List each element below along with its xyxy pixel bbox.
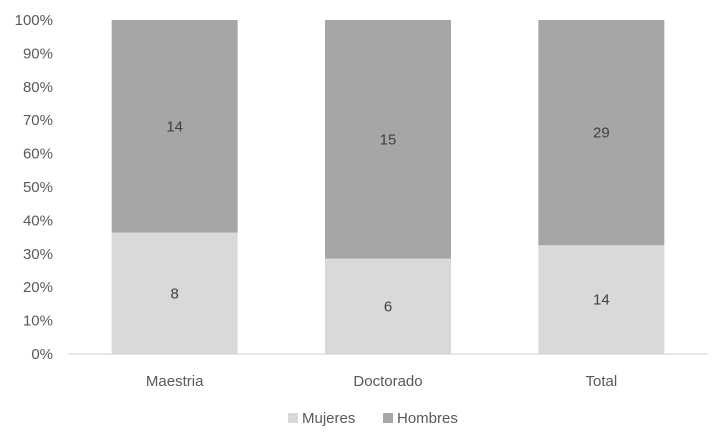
bar-group	[111, 20, 665, 354]
y-tick-label: 60%	[23, 146, 53, 163]
y-tick-label: 30%	[23, 246, 53, 263]
y-tick-label: 80%	[23, 79, 53, 96]
x-tick-label: Doctorado	[353, 373, 422, 390]
x-tick-label: Maestria	[146, 373, 204, 390]
y-tick-label: 0%	[31, 346, 53, 363]
legend-swatch-hombres	[383, 413, 393, 423]
data-labels: 8 14 6 15 14 29	[166, 118, 609, 315]
data-label: 8	[170, 285, 178, 302]
y-tick-label: 20%	[23, 279, 53, 296]
y-tick-label: 100%	[15, 12, 53, 29]
bar-mujeres-maestria	[111, 232, 238, 354]
data-label: 14	[166, 118, 183, 135]
bar-mujeres-total	[538, 245, 665, 354]
legend-label-mujeres: Mujeres	[302, 410, 355, 427]
data-label: 15	[380, 131, 397, 148]
bar-hombres-maestria	[111, 20, 238, 233]
legend-label-hombres: Hombres	[397, 410, 458, 427]
legend-swatch-mujeres	[288, 413, 298, 423]
y-tick-label: 90%	[23, 45, 53, 62]
y-tick-label: 50%	[23, 179, 53, 196]
data-label: 29	[593, 125, 610, 142]
y-tick-label: 10%	[23, 313, 53, 330]
y-tick-label: 40%	[23, 212, 53, 229]
y-tick-label: 70%	[23, 112, 53, 129]
x-tick-label: Total	[585, 373, 617, 390]
data-label: 6	[384, 298, 392, 315]
data-label: 14	[593, 292, 610, 309]
bar-mujeres-doctorado	[325, 258, 451, 354]
bar-hombres-total	[538, 20, 665, 246]
bar-hombres-doctorado	[325, 20, 451, 259]
legend: Mujeres Hombres	[288, 410, 458, 427]
y-axis: 0% 10% 20% 30% 40% 50% 60% 70% 80% 90% 100%	[15, 12, 53, 363]
x-axis-labels: Maestria Doctorado Total	[146, 373, 617, 390]
